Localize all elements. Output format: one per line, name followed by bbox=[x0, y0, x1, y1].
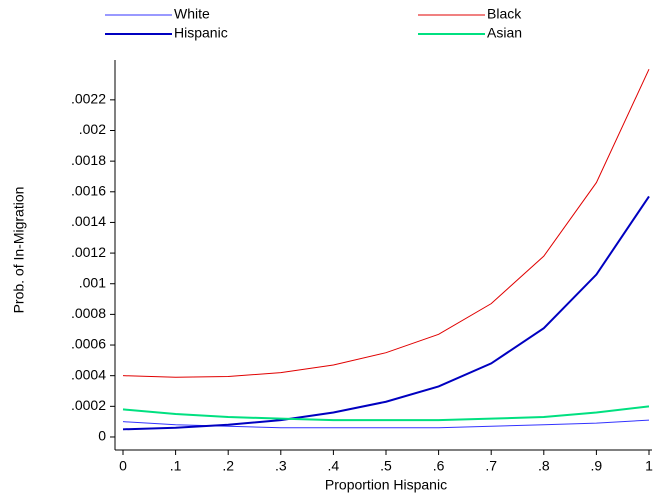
y-tick-label: 0 bbox=[98, 428, 106, 444]
legend-label: White bbox=[174, 6, 210, 22]
x-tick-label: 1 bbox=[645, 458, 653, 474]
series-line bbox=[122, 405, 650, 422]
legend-label: Hispanic bbox=[174, 25, 228, 41]
y-tick-label: .0006 bbox=[71, 336, 106, 352]
x-tick-label: .8 bbox=[538, 458, 550, 474]
legend-label: Black bbox=[487, 6, 522, 22]
y-tick-label: .0014 bbox=[71, 213, 106, 229]
y-tick-label: .0012 bbox=[71, 244, 106, 260]
y-tick-label: .002 bbox=[79, 121, 106, 137]
x-tick-label: .7 bbox=[485, 458, 497, 474]
x-tick-label: .9 bbox=[591, 458, 603, 474]
x-tick-label: .4 bbox=[328, 458, 340, 474]
x-axis-title: Proportion Hispanic bbox=[325, 477, 447, 493]
x-tick-label: .6 bbox=[433, 458, 445, 474]
series-line bbox=[122, 68, 650, 378]
y-tick-label: .0016 bbox=[71, 182, 106, 198]
series-line bbox=[122, 195, 650, 431]
y-tick-label: .0002 bbox=[71, 397, 106, 413]
x-tick-label: .2 bbox=[222, 458, 234, 474]
y-axis-title: Prob. of In-Migration bbox=[11, 187, 27, 314]
y-tick-label: .0022 bbox=[71, 91, 106, 107]
y-tick-label: .001 bbox=[79, 274, 106, 290]
x-tick-label: 0 bbox=[119, 458, 127, 474]
legend-label: Asian bbox=[487, 25, 522, 41]
y-tick-label: .0018 bbox=[71, 152, 106, 168]
x-tick-label: .5 bbox=[380, 458, 392, 474]
x-tick-label: .3 bbox=[275, 458, 287, 474]
x-tick-label: .1 bbox=[170, 458, 182, 474]
y-tick-label: .0004 bbox=[71, 366, 106, 382]
y-tick-label: .0008 bbox=[71, 305, 106, 321]
